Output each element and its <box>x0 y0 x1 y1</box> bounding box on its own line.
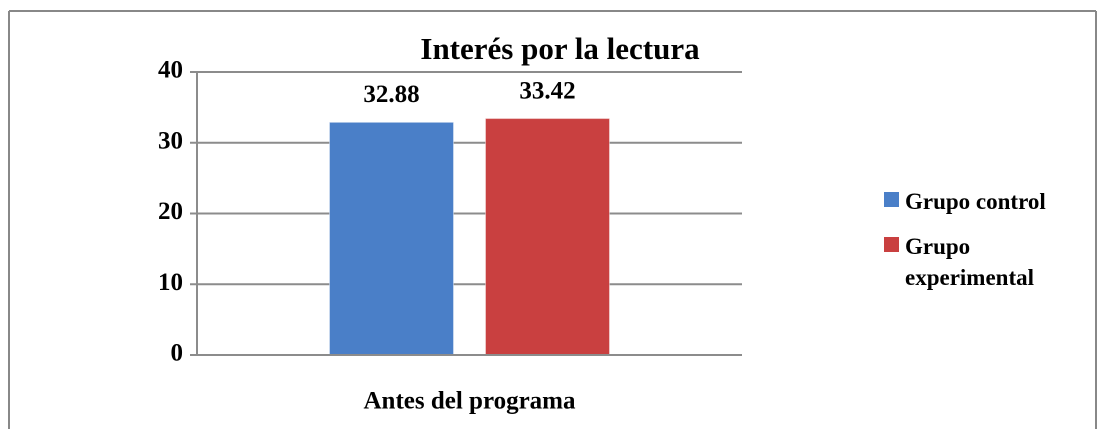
legend-entry: Grupo experimental <box>884 231 1094 293</box>
legend-swatch <box>884 192 899 207</box>
chart-title: Interés por la lectura <box>420 31 700 66</box>
legend-label: Grupo control <box>905 189 1046 214</box>
y-tick-label: 0 <box>171 340 184 367</box>
bar-shade <box>485 118 610 356</box>
legend-swatch <box>884 237 899 252</box>
y-tick-label: 10 <box>158 269 183 296</box>
y-tick-label: 40 <box>158 57 183 84</box>
y-tick-label: 30 <box>158 127 183 154</box>
legend-entry: Grupo control <box>884 186 1094 217</box>
legend-label: Grupo experimental <box>905 234 1035 290</box>
bar-shade <box>329 121 454 356</box>
y-tick-label: 20 <box>158 198 183 225</box>
legend: Grupo control Grupo experimental <box>884 186 1094 307</box>
value-label: 33.42 <box>519 77 575 104</box>
x-tick-label: Antes del programa <box>363 388 576 415</box>
value-label: 32.88 <box>363 81 419 108</box>
